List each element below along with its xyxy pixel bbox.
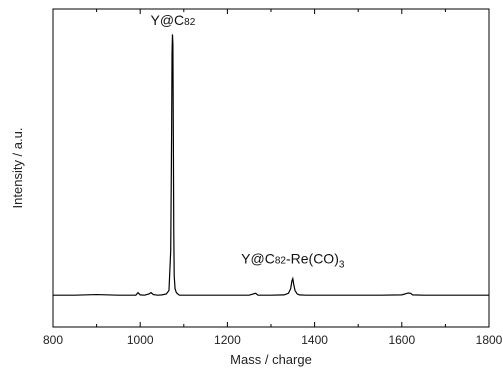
x-tick-label-1600: 1600: [388, 333, 415, 347]
x-axis-label: Mass / charge: [230, 352, 312, 367]
y-axis-label: Intensity / a.u.: [10, 128, 25, 209]
plot-frame: [52, 8, 490, 328]
x-tick-label-1400: 1400: [301, 333, 328, 347]
x-tick-label-1800: 1800: [476, 333, 503, 347]
spectrum-line: [53, 34, 489, 296]
annotation-y-c82: Y@C82: [151, 12, 196, 28]
x-tick-label-1000: 1000: [127, 333, 154, 347]
annotation-y-c82-re-co3: Y@C82-Re(CO)3: [241, 250, 345, 270]
x-tick-label-800: 800: [43, 333, 63, 347]
x-tick-label-1200: 1200: [214, 333, 241, 347]
